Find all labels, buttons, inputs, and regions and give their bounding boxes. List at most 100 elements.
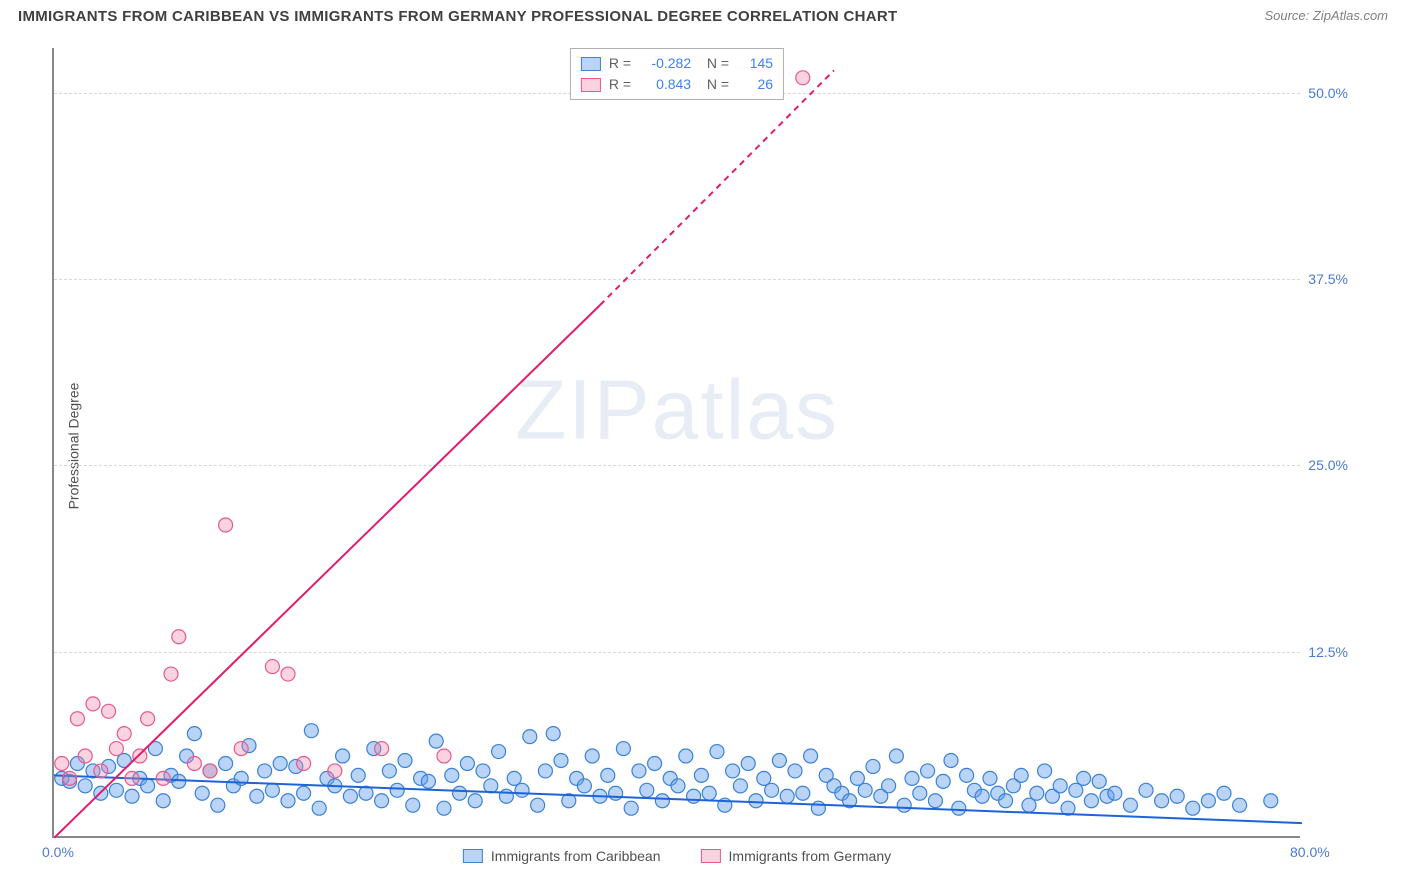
data-point xyxy=(406,798,420,812)
plot-area: ZIPatlas R =-0.282 N =145R =0.843 N =26 … xyxy=(52,48,1300,838)
legend-label: Immigrants from Caribbean xyxy=(491,848,661,864)
data-point xyxy=(1201,794,1215,808)
data-point xyxy=(468,794,482,808)
data-point xyxy=(351,768,365,782)
data-point xyxy=(538,764,552,778)
data-point xyxy=(710,745,724,759)
data-point xyxy=(390,783,404,797)
data-point xyxy=(944,753,958,767)
data-point xyxy=(741,756,755,770)
data-point xyxy=(460,756,474,770)
data-point xyxy=(304,724,318,738)
data-point xyxy=(1155,794,1169,808)
data-point xyxy=(905,771,919,785)
data-point xyxy=(765,783,779,797)
stats-r-label: R = xyxy=(609,53,631,74)
data-point xyxy=(858,783,872,797)
data-point xyxy=(554,753,568,767)
data-point xyxy=(265,783,279,797)
data-point xyxy=(609,786,623,800)
data-point xyxy=(187,727,201,741)
data-point xyxy=(585,749,599,763)
data-point xyxy=(203,764,217,778)
data-point xyxy=(429,734,443,748)
data-point xyxy=(702,786,716,800)
stats-r-label: R = xyxy=(609,74,631,95)
data-point xyxy=(796,786,810,800)
data-point xyxy=(133,749,147,763)
legend-swatch xyxy=(463,849,483,863)
data-point xyxy=(382,764,396,778)
data-point xyxy=(889,749,903,763)
data-point xyxy=(1217,786,1231,800)
data-point xyxy=(1108,786,1122,800)
data-point xyxy=(141,779,155,793)
data-point xyxy=(273,756,287,770)
data-point xyxy=(523,730,537,744)
legend-swatch xyxy=(701,849,721,863)
data-point xyxy=(250,789,264,803)
data-point xyxy=(515,783,529,797)
ytick-label: 50.0% xyxy=(1308,85,1348,101)
data-point xyxy=(811,801,825,815)
xtick-label: 80.0% xyxy=(1290,844,1330,860)
chart-title: IMMIGRANTS FROM CARIBBEAN VS IMMIGRANTS … xyxy=(18,8,898,25)
data-point xyxy=(1084,794,1098,808)
data-point xyxy=(531,798,545,812)
stats-legend-box: R =-0.282 N =145R =0.843 N =26 xyxy=(570,48,784,100)
data-point xyxy=(258,764,272,778)
data-point xyxy=(897,798,911,812)
data-point xyxy=(117,727,131,741)
data-point xyxy=(102,704,116,718)
data-point xyxy=(1030,786,1044,800)
data-point xyxy=(928,794,942,808)
data-point xyxy=(921,764,935,778)
data-point xyxy=(999,794,1013,808)
data-point xyxy=(780,789,794,803)
data-point xyxy=(975,789,989,803)
stats-r-value: 0.843 xyxy=(639,74,691,95)
plot-container: ZIPatlas R =-0.282 N =145R =0.843 N =26 … xyxy=(52,48,1352,838)
source-label: Source: ZipAtlas.com xyxy=(1264,8,1388,23)
data-point xyxy=(655,794,669,808)
ytick-label: 37.5% xyxy=(1308,271,1348,287)
data-point xyxy=(312,801,326,815)
data-point xyxy=(1233,798,1247,812)
data-point xyxy=(640,783,654,797)
data-point xyxy=(733,779,747,793)
data-point xyxy=(234,742,248,756)
data-point xyxy=(1077,771,1091,785)
data-point xyxy=(624,801,638,815)
data-point xyxy=(499,789,513,803)
data-point xyxy=(281,794,295,808)
data-point xyxy=(421,774,435,788)
data-point xyxy=(375,742,389,756)
data-point xyxy=(453,786,467,800)
data-point xyxy=(882,779,896,793)
data-point xyxy=(195,786,209,800)
stats-n-label: N = xyxy=(699,74,729,95)
data-point xyxy=(219,518,233,532)
trend-line-dashed xyxy=(600,70,834,305)
data-point xyxy=(187,756,201,770)
data-point xyxy=(983,771,997,785)
data-point xyxy=(172,630,186,644)
xtick-label: 0.0% xyxy=(42,844,74,860)
data-point xyxy=(265,660,279,674)
stats-n-value: 26 xyxy=(737,74,773,95)
data-point xyxy=(1092,774,1106,788)
data-point xyxy=(1139,783,1153,797)
legend-label: Immigrants from Germany xyxy=(729,848,892,864)
data-point xyxy=(960,768,974,782)
scatter-plot xyxy=(54,48,1302,838)
data-point xyxy=(63,771,77,785)
data-point xyxy=(78,779,92,793)
data-point xyxy=(343,789,357,803)
data-point xyxy=(726,764,740,778)
legend-item: Immigrants from Caribbean xyxy=(463,848,661,864)
ytick-label: 12.5% xyxy=(1308,644,1348,660)
data-point xyxy=(172,774,186,788)
data-point xyxy=(55,756,69,770)
data-point xyxy=(796,71,810,85)
bottom-legend: Immigrants from Caribbean Immigrants from… xyxy=(463,848,891,864)
